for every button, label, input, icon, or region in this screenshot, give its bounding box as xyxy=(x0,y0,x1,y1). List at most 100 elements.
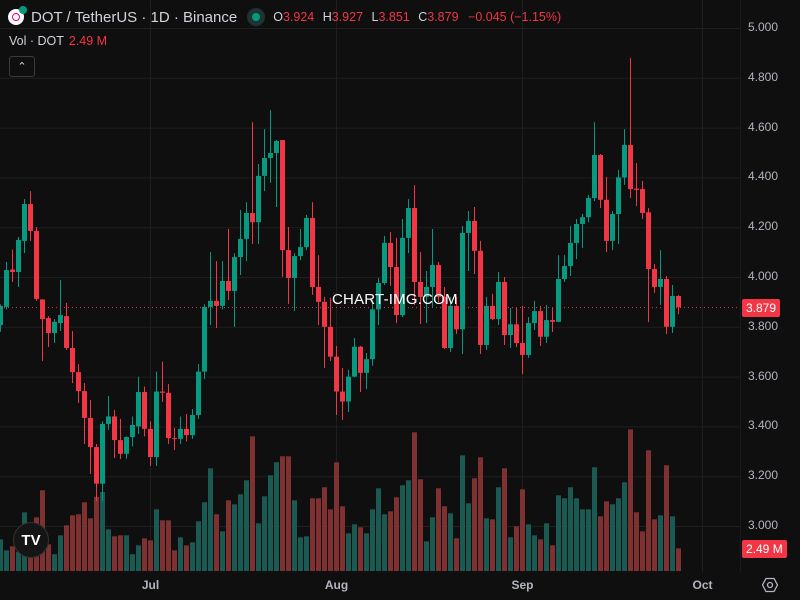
candle xyxy=(166,384,171,444)
candle-body xyxy=(172,438,177,440)
volume-bar xyxy=(94,497,99,571)
candle xyxy=(238,210,243,276)
candle xyxy=(442,286,447,349)
price-tick-label: 3.600 xyxy=(748,368,779,383)
volume-bar xyxy=(160,520,165,571)
candle xyxy=(508,307,513,348)
volume-bar xyxy=(346,533,351,571)
candle xyxy=(472,207,477,275)
candle-body xyxy=(610,214,615,241)
candle xyxy=(40,299,45,361)
volume-bar xyxy=(670,516,675,571)
candle-body xyxy=(412,208,417,282)
candle xyxy=(250,122,255,244)
volume-bar xyxy=(520,489,525,571)
price-tick-label: 3.000 xyxy=(748,518,779,532)
volume-bar xyxy=(598,516,603,571)
candle-body xyxy=(100,423,105,484)
candle-body xyxy=(484,305,489,345)
candle-body xyxy=(640,189,645,214)
volume-bar xyxy=(430,517,435,571)
tradingview-logo[interactable]: TV xyxy=(13,522,49,558)
volume-bar xyxy=(532,535,537,571)
candle xyxy=(676,295,681,315)
volume-bar xyxy=(220,531,225,571)
candle-body xyxy=(4,270,9,307)
open-label: O xyxy=(273,10,283,24)
volume-bar xyxy=(472,478,477,571)
collapse-legend-button[interactable]: ⌃ xyxy=(9,56,35,77)
volume-bar xyxy=(292,500,297,571)
candle xyxy=(502,277,507,345)
candle xyxy=(70,331,75,384)
volume-bar xyxy=(82,502,87,571)
price-tick-label: 5.000 xyxy=(748,20,779,34)
candle xyxy=(310,202,315,295)
candle-body xyxy=(304,217,309,248)
candle-body xyxy=(316,286,321,302)
candle-body xyxy=(76,372,81,392)
candle xyxy=(190,408,195,439)
candle-body xyxy=(472,220,477,251)
volume-bar xyxy=(58,535,63,571)
candle xyxy=(556,255,561,323)
volume-legend[interactable]: Vol · DOT 2.49 M xyxy=(9,34,107,48)
volume-bar xyxy=(178,537,183,571)
candle-body xyxy=(460,232,465,330)
volume-bar xyxy=(274,462,279,571)
candle xyxy=(256,163,261,244)
candle-body xyxy=(82,391,87,418)
candle-body xyxy=(580,217,585,224)
candle-body xyxy=(592,154,597,199)
market-status-icon[interactable] xyxy=(247,8,266,26)
candle xyxy=(670,284,675,334)
volume-bar xyxy=(280,456,285,571)
time-tick-label: Oct xyxy=(692,578,713,592)
candle-body xyxy=(118,440,123,454)
candle xyxy=(220,261,225,310)
candle-body xyxy=(352,346,357,377)
volume-bar xyxy=(364,533,369,571)
volume-bar xyxy=(640,531,645,571)
volume-bar xyxy=(316,498,321,571)
volume-bar xyxy=(322,487,327,571)
candle-body xyxy=(550,320,555,322)
close-value: 3.879 xyxy=(427,10,459,24)
candle xyxy=(316,255,321,326)
volume-bar xyxy=(586,509,591,571)
volume-bar xyxy=(64,525,69,571)
volume-bar xyxy=(604,501,609,571)
candle-body xyxy=(424,286,429,297)
candle-body xyxy=(334,356,339,392)
candle-body xyxy=(646,212,651,270)
candle xyxy=(88,400,93,474)
volume-label: Vol · DOT xyxy=(9,34,64,48)
candle-body xyxy=(196,371,201,415)
candle-body xyxy=(328,326,333,357)
candle xyxy=(268,110,273,183)
candle xyxy=(334,345,339,415)
volume-bar xyxy=(214,514,219,571)
candle xyxy=(28,191,33,241)
volume-bar xyxy=(616,498,621,571)
candle-body xyxy=(280,140,285,251)
candle-body xyxy=(322,301,327,327)
symbol-title[interactable]: DOT / TetherUS · 1D · Binance xyxy=(31,8,238,26)
volume-bar xyxy=(622,482,627,571)
volume-bar xyxy=(388,511,393,571)
candle xyxy=(46,316,51,347)
price-tick-label: 4.000 xyxy=(748,269,779,283)
price-tick-label: 3.200 xyxy=(748,468,779,483)
time-tick-label: Aug xyxy=(324,578,349,592)
settings-icon[interactable] xyxy=(762,577,778,593)
volume-bar xyxy=(232,504,237,571)
volume-bar xyxy=(484,518,489,571)
candle-body xyxy=(88,417,93,448)
volume-bar xyxy=(514,526,519,571)
volume-bar xyxy=(424,541,429,571)
low-label: L xyxy=(371,10,379,24)
volume-bar xyxy=(118,535,123,571)
volume-bar xyxy=(130,554,135,571)
volume-bar xyxy=(382,514,387,571)
